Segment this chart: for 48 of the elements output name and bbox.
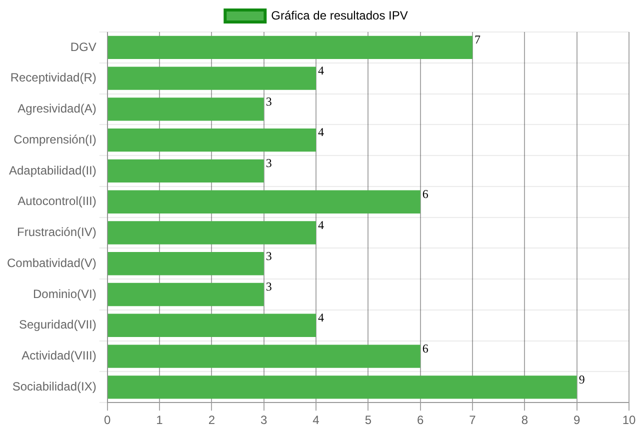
- data-label: 6: [422, 187, 428, 202]
- y-tick-label: DGV: [70, 40, 96, 54]
- x-tick-label: 10: [622, 413, 636, 428]
- legend-label: Gráfica de resultados IPV: [271, 8, 408, 22]
- y-tick-label: Dominio(VI): [33, 286, 96, 301]
- bar: [108, 252, 264, 276]
- data-label: 3: [266, 248, 272, 263]
- data-label: 4: [318, 218, 324, 232]
- x-tick-label: 9: [573, 413, 580, 428]
- x-tick-label: 6: [417, 413, 424, 428]
- data-label: 3: [266, 94, 272, 108]
- x-tick-label: 2: [208, 413, 216, 428]
- data-label: 3: [266, 156, 272, 170]
- y-tick-label: Comprensión(I): [14, 132, 96, 146]
- bar: [108, 344, 420, 368]
- bar: [108, 128, 316, 152]
- bar: [108, 98, 264, 121]
- bar: [108, 190, 420, 214]
- bar: [108, 282, 264, 306]
- bar: [108, 314, 316, 337]
- y-tick-label: Sociabilidad(IX): [12, 379, 96, 394]
- bar: [108, 159, 264, 183]
- bar: [108, 36, 473, 60]
- data-label: 6: [422, 341, 428, 356]
- data-label: 4: [318, 310, 324, 325]
- x-tick-label: 7: [469, 413, 476, 428]
- bar: [108, 221, 316, 244]
- data-label: 9: [578, 372, 585, 386]
- y-tick-label: Agresividad(A): [18, 102, 96, 116]
- y-tick-label: Frustración(IV): [17, 225, 96, 240]
- data-label: 7: [474, 32, 481, 47]
- x-tick-label: 3: [260, 413, 268, 428]
- data-label: 4: [318, 125, 324, 140]
- y-tick-label: Actividad(VIII): [22, 348, 96, 363]
- x-tick-label: 0: [104, 413, 112, 428]
- y-tick-label: Autocontrol(III): [18, 194, 96, 208]
- bar: [108, 376, 577, 399]
- x-tick-label: 1: [156, 413, 164, 428]
- y-tick-label: Receptividad(R): [10, 70, 96, 85]
- y-tick-label: Seguridad(VII): [18, 318, 96, 332]
- data-label: 4: [318, 63, 324, 78]
- data-label: 3: [266, 280, 272, 294]
- y-tick-label: Combatividad(V): [6, 256, 96, 270]
- bar: [108, 66, 316, 90]
- x-tick-label: 4: [312, 413, 320, 428]
- x-tick-label: 5: [364, 413, 372, 428]
- y-tick-label: Adaptabilidad(II): [8, 163, 96, 178]
- x-tick-label: 8: [521, 413, 528, 428]
